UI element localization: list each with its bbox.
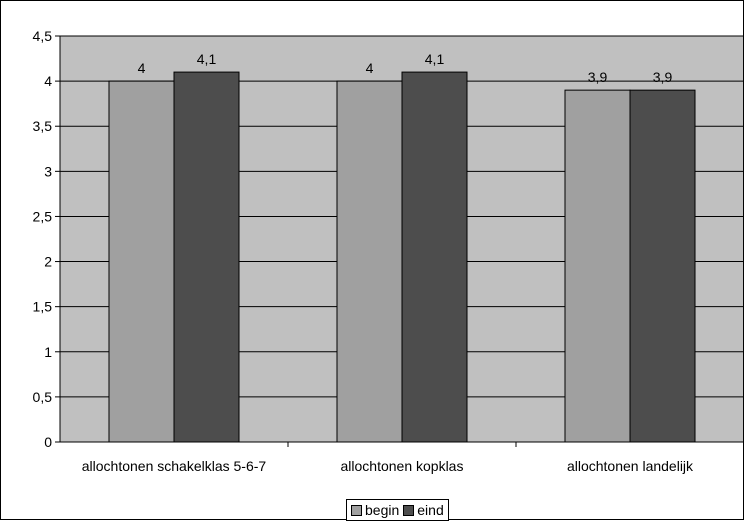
y-tick-label: 0 bbox=[44, 434, 52, 450]
bar-eind bbox=[401, 71, 468, 443]
data-label-begin: 4 bbox=[138, 60, 146, 76]
data-label-eind: 4,1 bbox=[425, 51, 445, 67]
legend-entry-begin: begin bbox=[351, 502, 399, 518]
y-tick-label: 3 bbox=[44, 163, 52, 179]
legend-entry-eind: eind bbox=[403, 502, 444, 518]
y-tick-label: 4,5 bbox=[33, 28, 53, 44]
y-tick-label: 1 bbox=[44, 344, 52, 360]
bar-begin bbox=[336, 80, 403, 443]
data-label-begin: 4 bbox=[366, 60, 374, 76]
legend: begin eind bbox=[346, 499, 449, 521]
data-label-begin: 3,9 bbox=[588, 69, 608, 85]
legend-label-begin: begin bbox=[365, 502, 400, 518]
bar-eind bbox=[629, 89, 696, 443]
data-label-eind: 4,1 bbox=[197, 51, 217, 67]
x-tick-label: allochtonen landelijk bbox=[567, 458, 694, 474]
bar-eind bbox=[173, 71, 240, 443]
y-tick-label: 4 bbox=[44, 73, 52, 89]
x-tick-label: allochtonen schakelklas 5-6-7 bbox=[82, 458, 267, 474]
data-label-eind: 3,9 bbox=[653, 69, 673, 85]
y-tick-label: 2 bbox=[44, 254, 52, 270]
bar-begin bbox=[564, 89, 631, 443]
legend-swatch-begin bbox=[351, 504, 362, 516]
y-tick-label: 3,5 bbox=[33, 118, 53, 134]
x-tick-label: allochtonen kopklas bbox=[341, 458, 464, 474]
bar-begin bbox=[108, 80, 175, 443]
legend-swatch-eind bbox=[403, 504, 415, 516]
y-tick-label: 2,5 bbox=[33, 208, 53, 224]
y-tick-label: 0,5 bbox=[33, 389, 53, 405]
legend-label-eind: eind bbox=[417, 502, 444, 518]
y-tick-label: 1,5 bbox=[33, 299, 53, 315]
